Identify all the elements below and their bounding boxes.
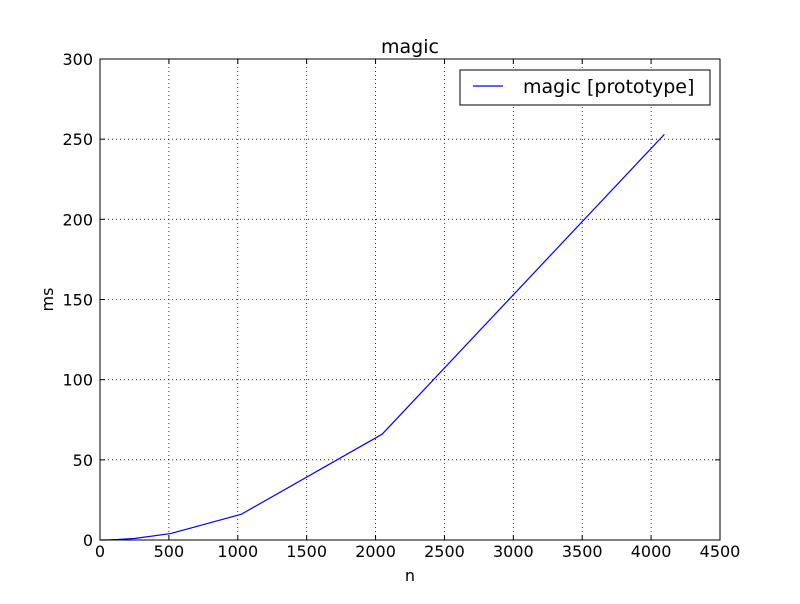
legend-label: magic [prototype] bbox=[523, 76, 694, 98]
x-tick-label: 3500 bbox=[562, 542, 603, 561]
ticks: 0 500 1000 1500 2000 2500 3000 3500 4000 4500 0 50 1… bbox=[62, 50, 740, 561]
x-tick-label: 1500 bbox=[286, 542, 327, 561]
y-tick-label: 100 bbox=[62, 371, 93, 390]
x-axis-label: n bbox=[405, 566, 415, 585]
y-tick-label: 300 bbox=[62, 50, 93, 69]
x-tick-label: 0 bbox=[95, 542, 105, 561]
y-axis-label: ms bbox=[38, 288, 57, 312]
y-tick-label: 50 bbox=[73, 451, 93, 470]
grid bbox=[100, 59, 720, 540]
legend-box bbox=[459, 69, 711, 106]
legend: magic [prototype] bbox=[459, 69, 711, 106]
x-tick-label: 2500 bbox=[424, 542, 465, 561]
x-tick-label: 4500 bbox=[700, 542, 741, 561]
x-tick-label: 1000 bbox=[217, 542, 258, 561]
x-tick-label: 500 bbox=[154, 542, 185, 561]
y-tick-label: 150 bbox=[62, 291, 93, 310]
y-tick-label: 0 bbox=[83, 531, 93, 550]
x-tick-label: 4000 bbox=[631, 542, 672, 561]
x-tick-label: 2000 bbox=[355, 542, 396, 561]
y-tick-label: 250 bbox=[62, 130, 93, 149]
y-tick-label: 200 bbox=[62, 210, 93, 229]
x-tick-label: 3000 bbox=[493, 542, 534, 561]
chart-title: magic bbox=[381, 36, 439, 58]
